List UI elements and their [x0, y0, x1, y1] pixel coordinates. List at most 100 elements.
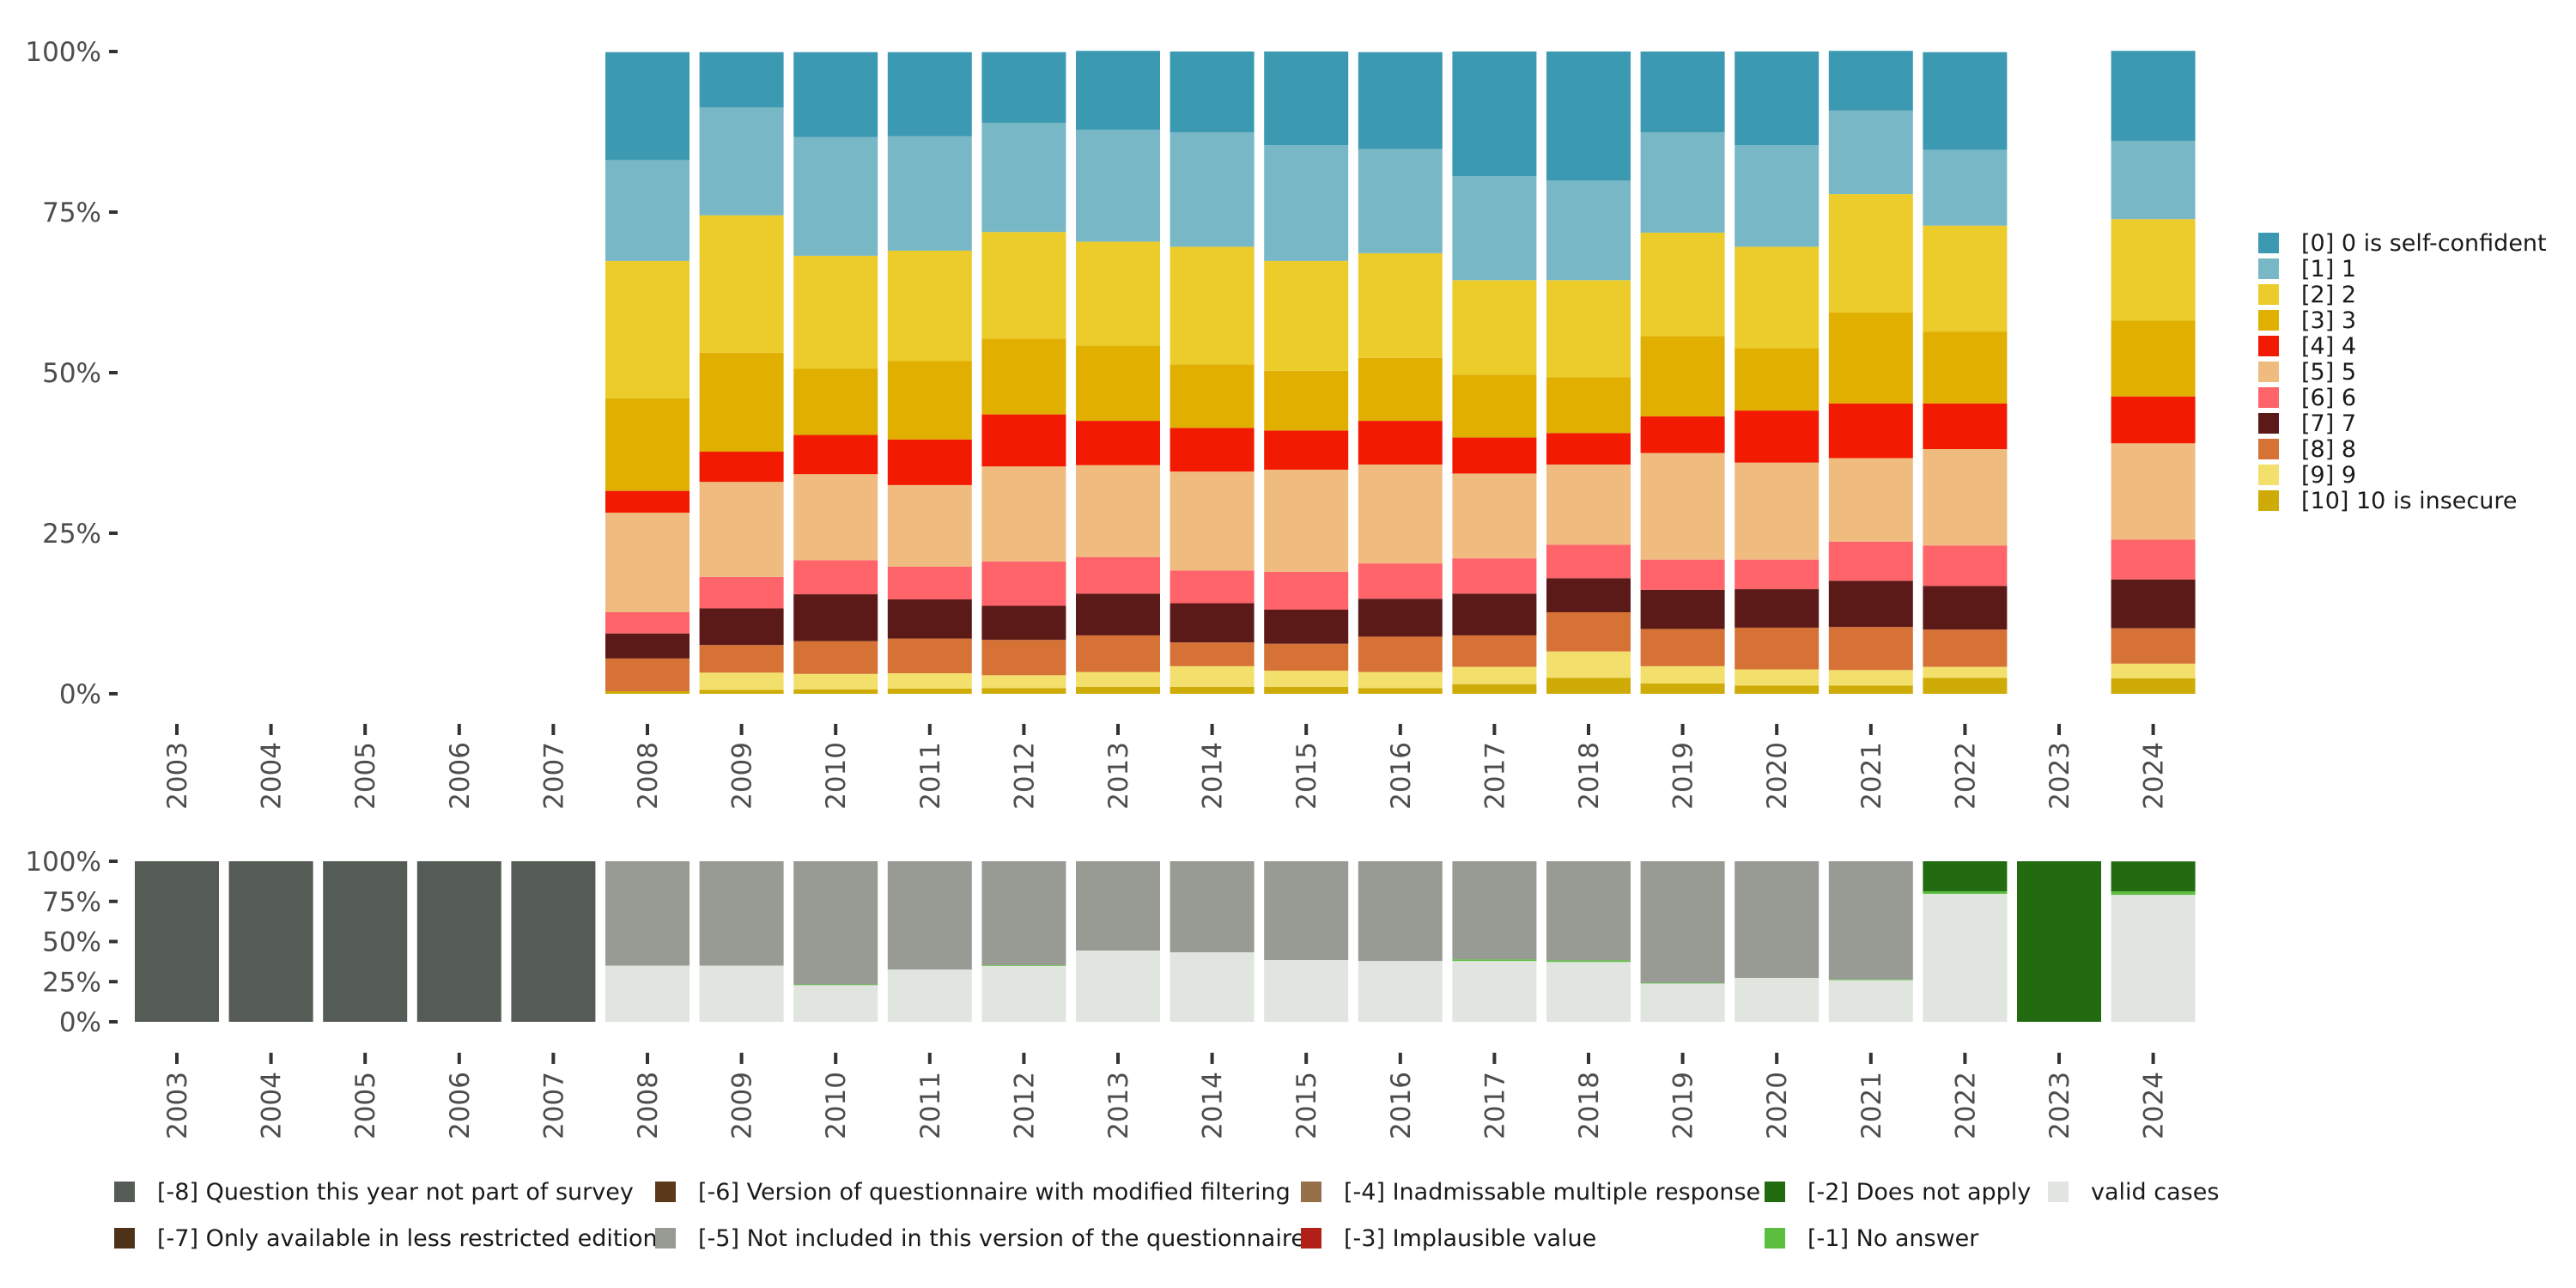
- bar-segment: [981, 605, 1066, 641]
- bar-segment: [1452, 959, 1537, 962]
- bar-segment: [2111, 579, 2196, 629]
- bar-segment: [1358, 357, 1443, 422]
- x-tick-label: 2020: [1762, 742, 1793, 810]
- bar-segment: [605, 260, 690, 398]
- y-tick-label: 100%: [25, 37, 101, 68]
- bar-segment: [1076, 671, 1160, 687]
- y-tick-mark: [109, 899, 118, 903]
- x-tick-mark: [457, 724, 461, 735]
- legend-swatch: [114, 1228, 135, 1249]
- x-tick-mark: [1963, 724, 1967, 735]
- x-tick-label: 2005: [350, 742, 381, 810]
- bar-segment: [1735, 977, 1820, 1022]
- bar-segment: [887, 52, 972, 137]
- bar-segment: [605, 160, 690, 261]
- x-tick-mark: [1775, 1053, 1779, 1064]
- bar-segment: [2111, 539, 2196, 580]
- bar-segment: [1640, 416, 1725, 453]
- bar-segment: [793, 984, 878, 986]
- bar-segment: [2111, 861, 2196, 892]
- x-tick-mark: [2151, 724, 2155, 735]
- x-tick-label: 2014: [1198, 1072, 1229, 1139]
- bar-segment: [1264, 52, 1349, 146]
- bar-segment: [699, 861, 784, 966]
- bar-segment: [1923, 449, 2008, 546]
- bottom-plot-area: [135, 861, 2196, 1022]
- bar-segment: [1264, 686, 1349, 694]
- x-tick-label: 2007: [538, 1072, 569, 1139]
- x-tick-mark: [1963, 1053, 1967, 1064]
- bar-segment: [793, 861, 878, 985]
- bar-segment: [887, 689, 972, 694]
- bar-segment: [1452, 374, 1537, 438]
- bar-segment: [1546, 861, 1631, 961]
- bar-segment: [887, 439, 972, 485]
- bar-segment: [1828, 403, 1913, 459]
- bar-segment: [1358, 688, 1443, 694]
- bar-segment: [981, 232, 1066, 339]
- x-tick-label: 2006: [445, 742, 476, 810]
- bar-segment: [1170, 364, 1255, 428]
- bottom-x-axis: 2003 2004 2005 2006 2007 2008 2009 2010 2011 2012…: [162, 1053, 2170, 1139]
- bar-segment: [1828, 580, 1913, 628]
- x-tick-mark: [1210, 1053, 1214, 1064]
- bar-segment: [1640, 559, 1725, 590]
- legend-label: [-8] Question this year not part of surv…: [157, 1179, 634, 1206]
- bar-segment: [1264, 469, 1349, 572]
- x-tick-label: 2020: [1762, 1072, 1793, 1139]
- y-tick-label: 0%: [59, 679, 101, 710]
- x-tick-mark: [739, 1053, 744, 1064]
- bar-segment: [605, 490, 690, 513]
- y-tick-label: 50%: [42, 927, 101, 958]
- bar-segment: [1358, 961, 1443, 1022]
- x-tick-mark: [1022, 724, 1026, 735]
- bar-segment: [1828, 979, 1913, 981]
- bar-segment: [981, 965, 1066, 1022]
- bar-segment: [1828, 861, 1913, 980]
- bar-segment: [1076, 593, 1160, 635]
- bar-segment: [1170, 246, 1255, 365]
- bar-segment: [1923, 629, 2008, 667]
- bar-segment: [981, 338, 1066, 415]
- legend-label: valid cases: [2091, 1179, 2219, 1206]
- bar-segment: [1828, 458, 1913, 542]
- bar-segment: [699, 672, 784, 690]
- bar-segment: [605, 633, 690, 659]
- bar-segment: [699, 576, 784, 609]
- legend-label: [-3] Implausible value: [1344, 1225, 1596, 1252]
- bar-segment: [793, 255, 878, 369]
- bar-segment: [1358, 671, 1443, 689]
- bar-segment: [1076, 345, 1160, 422]
- bar-segment: [887, 969, 972, 1022]
- bar-segment: [1546, 578, 1631, 613]
- legend-label: [7] 7: [2301, 410, 2356, 437]
- x-tick-label: 2013: [1103, 742, 1134, 810]
- bar-segment: [1170, 52, 1255, 133]
- legend-label: [2] 2: [2301, 282, 2356, 308]
- bar-segment: [2111, 219, 2196, 321]
- bar-segment: [1452, 861, 1537, 960]
- bar-segment: [887, 250, 972, 361]
- bar-segment: [1264, 671, 1349, 687]
- bar-segment: [887, 361, 972, 440]
- bar-segment: [1170, 471, 1255, 571]
- y-tick-mark: [109, 371, 118, 374]
- bar-segment: [1546, 280, 1631, 378]
- legend-swatch: [2258, 465, 2279, 485]
- y-tick-label: 25%: [42, 967, 101, 998]
- bar-segment: [1452, 176, 1537, 281]
- y-tick-mark: [109, 1020, 118, 1024]
- bar-segment: [1076, 950, 1160, 1022]
- x-tick-label: 2024: [2139, 742, 2170, 810]
- bar-segment: [1640, 982, 1725, 984]
- bar-segment: [1546, 464, 1631, 545]
- top-y-axis: 0% 25% 50% 75% 100%: [25, 37, 118, 710]
- bar-segment: [1452, 635, 1537, 667]
- x-tick-label: 2019: [1668, 1072, 1699, 1139]
- bar-segment: [1735, 559, 1820, 590]
- bar-segment: [2111, 891, 2196, 896]
- y-tick-label: 50%: [42, 358, 101, 389]
- x-tick-label: 2011: [915, 742, 946, 810]
- bar-segment: [1170, 952, 1255, 1022]
- bar-segment: [1358, 421, 1443, 465]
